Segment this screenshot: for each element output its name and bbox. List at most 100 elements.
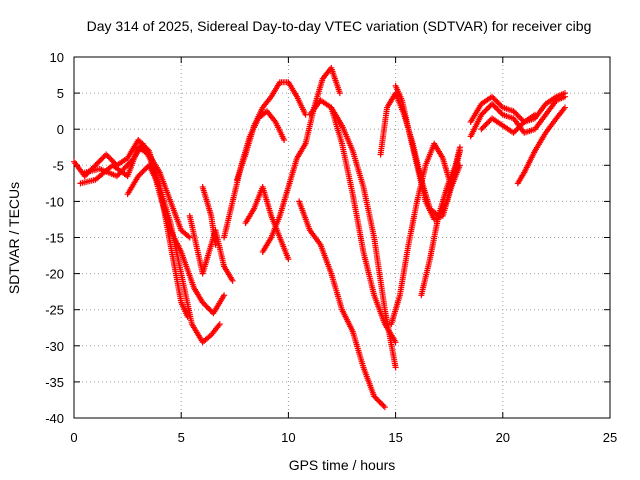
grid xyxy=(74,57,610,418)
series-arc-6 xyxy=(199,183,219,248)
series-arc-3 xyxy=(81,140,228,317)
y-tick-label: -5 xyxy=(52,158,64,173)
data-point xyxy=(123,163,130,170)
data-point xyxy=(485,119,492,126)
data-point xyxy=(498,103,505,110)
data-point xyxy=(138,170,144,177)
data-point xyxy=(483,120,490,127)
data-point xyxy=(136,171,143,178)
data-point xyxy=(514,125,521,132)
data-point xyxy=(135,137,142,144)
data-point xyxy=(371,393,378,400)
data-point xyxy=(482,122,489,129)
data-point xyxy=(514,112,521,119)
data-point xyxy=(490,102,497,109)
data-point xyxy=(108,156,115,163)
data-point xyxy=(203,303,210,310)
data-point xyxy=(119,167,126,174)
y-tick-label: 5 xyxy=(57,86,64,101)
data-point xyxy=(139,169,146,176)
data-point xyxy=(381,404,388,411)
data-point xyxy=(128,157,135,164)
series-arc-21 xyxy=(514,104,568,187)
data-point xyxy=(116,170,123,177)
y-tick-label: -25 xyxy=(45,303,64,318)
data-point xyxy=(103,151,110,158)
data-point xyxy=(513,127,520,134)
x-axis-title: GPS time / hours xyxy=(289,457,396,473)
data-point xyxy=(517,114,524,121)
data-point xyxy=(490,95,497,102)
data-point xyxy=(104,152,111,159)
data-points xyxy=(71,64,568,411)
x-tick-label: 25 xyxy=(603,430,617,445)
data-point xyxy=(494,99,501,106)
data-point xyxy=(486,118,493,125)
data-point xyxy=(93,160,100,167)
y-tick-label: -30 xyxy=(45,339,64,354)
data-point xyxy=(281,137,288,144)
data-point xyxy=(561,90,568,97)
data-point xyxy=(495,107,502,114)
data-point xyxy=(531,111,538,118)
data-point xyxy=(113,173,120,180)
data-point xyxy=(497,101,504,108)
series-arc-17 xyxy=(418,147,463,299)
data-point xyxy=(497,109,504,116)
series-arc-18 xyxy=(467,93,568,140)
y-tick-label: -20 xyxy=(45,267,64,282)
data-point xyxy=(216,321,223,328)
data-point xyxy=(105,154,112,161)
y-tick-label: -15 xyxy=(45,231,64,246)
y-tick-label: 10 xyxy=(50,50,64,65)
data-point xyxy=(491,103,498,110)
data-point xyxy=(485,104,492,111)
y-tick-label: -40 xyxy=(45,411,64,426)
x-tick-label: 15 xyxy=(388,430,402,445)
data-point xyxy=(518,116,525,123)
data-point xyxy=(199,299,206,306)
data-point xyxy=(202,302,209,309)
data-point xyxy=(483,106,490,113)
data-point xyxy=(478,111,485,118)
data-point xyxy=(125,160,132,167)
x-tick-label: 20 xyxy=(496,430,510,445)
data-point xyxy=(107,155,114,162)
data-point xyxy=(494,106,501,113)
data-point xyxy=(561,104,568,111)
data-point xyxy=(392,339,399,346)
series-arc-11 xyxy=(296,198,388,411)
data-point xyxy=(95,159,102,166)
data-point xyxy=(135,173,142,180)
data-point xyxy=(99,155,106,162)
data-point xyxy=(510,129,517,136)
y-tick-label: -10 xyxy=(45,194,64,209)
data-point xyxy=(117,168,124,175)
data-point xyxy=(229,277,236,284)
data-point xyxy=(221,292,228,299)
data-point xyxy=(392,364,399,371)
data-point xyxy=(379,401,386,408)
data-point xyxy=(515,113,522,120)
data-point xyxy=(493,104,500,111)
data-point xyxy=(380,402,387,409)
data-point xyxy=(481,123,488,130)
x-tick-label: 10 xyxy=(281,430,295,445)
data-point xyxy=(212,241,219,248)
data-point xyxy=(486,103,493,110)
data-point xyxy=(479,124,486,131)
y-tick-label: 0 xyxy=(57,122,64,137)
data-point xyxy=(142,166,149,173)
data-point xyxy=(479,110,486,117)
data-point xyxy=(96,158,103,165)
data-point xyxy=(285,256,292,263)
x-tick-label: 5 xyxy=(178,430,185,445)
series-arc-20 xyxy=(478,111,538,136)
data-point xyxy=(120,166,127,173)
data-point xyxy=(100,154,107,161)
series-arc-8 xyxy=(233,79,309,183)
data-point xyxy=(124,162,131,169)
data-point xyxy=(489,93,496,100)
